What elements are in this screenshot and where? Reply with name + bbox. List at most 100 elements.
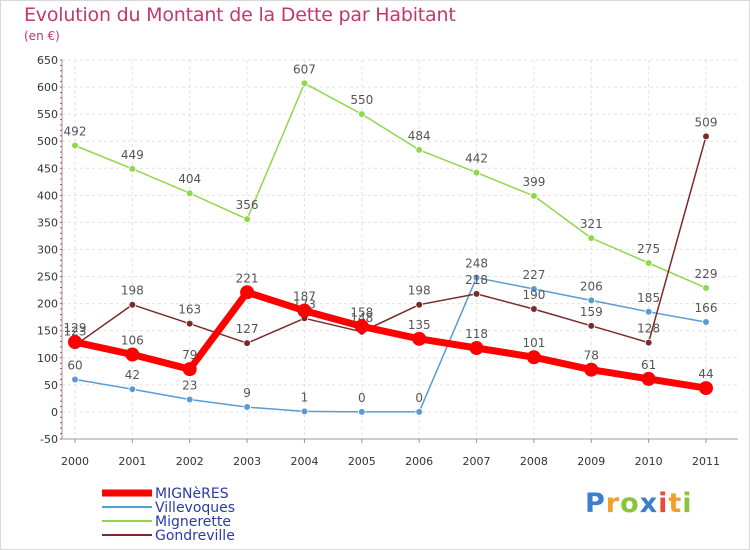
x-tick-label: 2008 <box>520 455 548 468</box>
data-label: 127 <box>236 322 259 336</box>
y-tick-label: 100 <box>37 352 58 365</box>
data-point <box>354 319 369 334</box>
data-point <box>702 284 710 292</box>
data-label: 129 <box>64 321 87 335</box>
data-label: 492 <box>64 125 87 139</box>
data-point <box>472 273 481 282</box>
data-point <box>472 168 481 177</box>
y-tick-label: 600 <box>37 81 58 94</box>
data-point <box>68 335 82 350</box>
data-label: 442 <box>465 152 488 166</box>
x-tick-label: 2000 <box>61 455 89 468</box>
data-label: 44 <box>698 367 713 381</box>
y-tick-label: 450 <box>37 162 58 175</box>
y-tick-label: 250 <box>37 271 58 284</box>
data-point <box>530 192 538 200</box>
data-point <box>587 234 596 242</box>
data-point <box>644 259 653 267</box>
data-point <box>71 375 79 384</box>
data-label: 163 <box>178 303 201 317</box>
data-point <box>300 407 309 416</box>
data-label: 79 <box>182 348 197 362</box>
data-label: 399 <box>522 175 545 189</box>
data-point <box>699 381 713 396</box>
data-label: 118 <box>465 327 488 341</box>
data-label: 123 <box>64 324 87 338</box>
data-label: 356 <box>236 198 259 212</box>
data-point <box>415 300 423 309</box>
logo-letter: i <box>658 488 669 519</box>
data-point <box>128 165 137 173</box>
data-point <box>587 296 596 305</box>
data-label: 106 <box>121 334 144 348</box>
data-point <box>358 110 366 118</box>
x-tick-label: 2009 <box>577 455 605 468</box>
data-label: 23 <box>182 378 197 392</box>
data-label: 484 <box>408 129 431 143</box>
logo-letter: P <box>585 488 606 519</box>
data-point <box>128 385 137 393</box>
y-tick-label: -50 <box>40 433 58 446</box>
data-label: 229 <box>695 267 718 281</box>
data-point <box>185 189 194 197</box>
data-label: 101 <box>522 336 545 350</box>
legend-label: Mignerette <box>155 514 231 530</box>
y-tick-label: 150 <box>37 325 58 338</box>
data-label: 1 <box>301 390 309 404</box>
x-tick-label: 2005 <box>348 455 376 468</box>
data-point <box>526 350 541 365</box>
data-point <box>243 339 251 347</box>
logo-letter: i <box>682 488 693 519</box>
data-point <box>243 215 251 223</box>
data-point <box>702 318 710 326</box>
x-tick-label: 2001 <box>118 455 146 468</box>
data-label: 159 <box>580 305 603 319</box>
series-line-mignères <box>71 288 710 392</box>
data-label: 128 <box>637 322 660 336</box>
x-tick-label: 2010 <box>635 455 663 468</box>
data-label: 187 <box>293 290 316 304</box>
data-point <box>530 285 538 293</box>
data-label: 61 <box>641 358 656 372</box>
data-label: 0 <box>358 391 366 405</box>
data-point <box>71 141 79 150</box>
data-label: 0 <box>415 391 423 405</box>
data-point <box>243 403 251 411</box>
y-tick-label: 300 <box>37 244 58 257</box>
data-point <box>185 319 194 328</box>
data-label: 185 <box>637 291 660 305</box>
data-point <box>584 362 599 377</box>
unit-label: (en €) <box>24 29 60 43</box>
data-label: 206 <box>580 279 603 293</box>
legend-label: Villevoques <box>155 500 235 516</box>
data-label: 135 <box>408 318 431 332</box>
data-label: 198 <box>121 284 144 298</box>
data-point <box>300 79 309 88</box>
data-point <box>472 290 481 298</box>
data-point <box>530 305 538 313</box>
y-tick-label: 200 <box>37 298 58 311</box>
data-point <box>415 146 423 154</box>
data-label: 221 <box>236 271 259 285</box>
x-tick-label: 2011 <box>692 455 720 468</box>
data-label: 509 <box>695 115 718 129</box>
data-point <box>297 303 312 318</box>
x-tick-label: 2007 <box>463 455 491 468</box>
logo-letter: o <box>620 488 640 519</box>
proxiti-logo: Proxiti <box>585 488 693 519</box>
legend-label: Gondreville <box>155 528 235 544</box>
data-label: 275 <box>637 242 660 256</box>
logo-letter: x <box>639 488 659 519</box>
data-label: 607 <box>293 62 316 76</box>
data-label: 449 <box>121 148 144 162</box>
y-tick-label: 350 <box>37 216 58 229</box>
x-tick-label: 2003 <box>233 455 261 468</box>
series-line-mignerette <box>74 82 707 289</box>
data-point <box>412 331 427 346</box>
data-label: 158 <box>350 305 373 319</box>
data-label: 321 <box>580 217 603 231</box>
logo-letter: r <box>605 488 621 519</box>
data-label: 550 <box>350 93 373 107</box>
y-tick-label: 550 <box>37 108 58 121</box>
